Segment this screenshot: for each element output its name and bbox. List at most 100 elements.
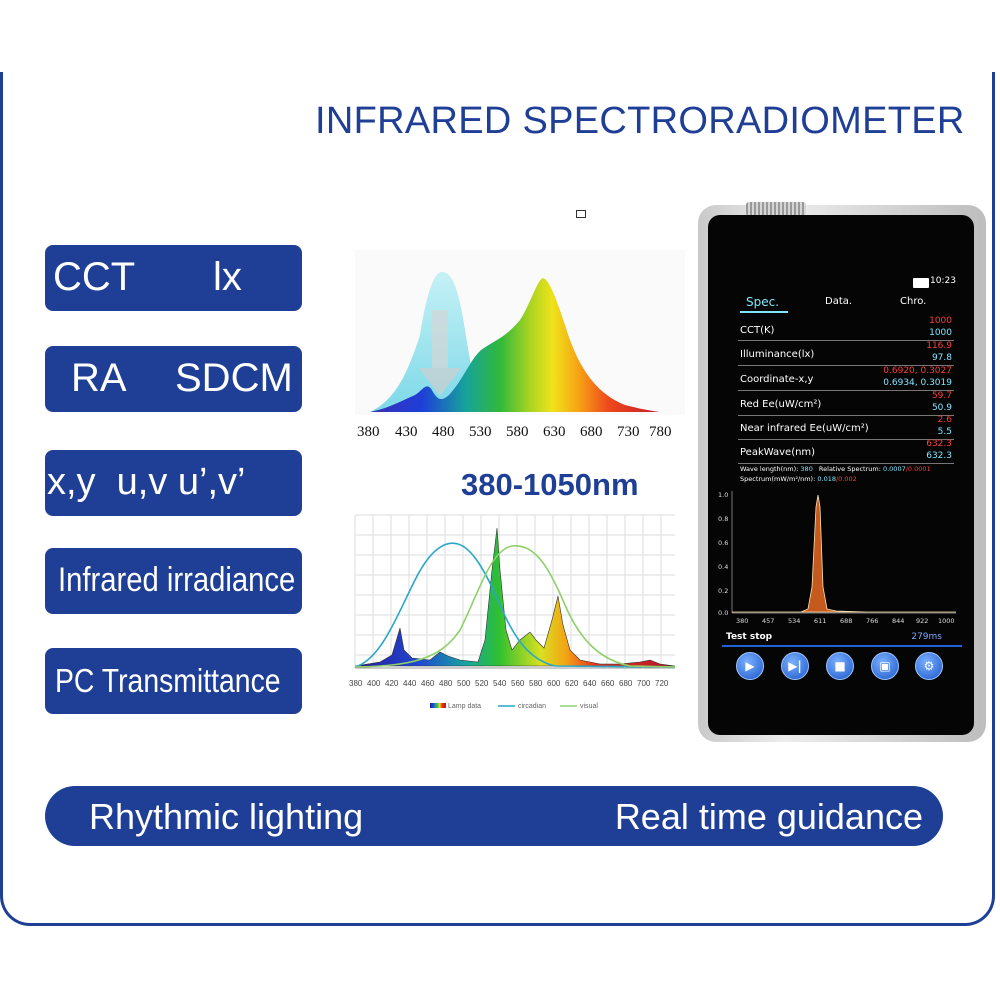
y-tick: 0.0 <box>718 609 728 617</box>
bottom-left-label: Rhythmic lighting <box>89 796 364 837</box>
spectrum-tick: 630 <box>543 424 566 440</box>
row-label: PeakWave(nm) <box>740 447 816 458</box>
x-tick: 520 <box>475 679 489 688</box>
row-value-current: 2.6 <box>937 415 952 425</box>
row-divider <box>738 415 954 416</box>
y-tick: 0.2 <box>718 587 728 595</box>
down-arrow-icon <box>419 310 461 396</box>
legend-circadian: circadian <box>518 703 546 710</box>
x-tick: 534 <box>788 617 800 625</box>
row-value-current: 0.6920, 0.3027 <box>883 366 952 376</box>
save-button[interactable]: ▣ <box>871 652 899 680</box>
spectrum-tick: 430 <box>395 424 418 440</box>
legend-lamp: Lamp data <box>448 703 481 710</box>
row-divider <box>738 463 954 464</box>
x-tick: 844 <box>892 617 904 625</box>
spectrum-tick: 530 <box>469 424 492 440</box>
x-tick: 460 <box>421 679 435 688</box>
pill-infrared-label: Infrared irradiance <box>58 561 296 599</box>
settings-icon: ⚙ <box>923 659 935 673</box>
spectrum-tick: 380 <box>357 424 380 440</box>
wavelength-value: 380 <box>800 465 813 473</box>
x-tick: 766 <box>866 617 878 625</box>
step-button[interactable]: ▶| <box>781 652 809 680</box>
x-tick: 922 <box>916 617 928 625</box>
device-time: 10:23 <box>930 276 956 286</box>
y-tick: 1.0 <box>718 491 728 499</box>
spectrum-tick: 580 <box>506 424 529 440</box>
x-tick: 660 <box>601 679 615 688</box>
chart2-legend: Lamp data circadian visual <box>430 703 598 710</box>
tab-data[interactable]: Data. <box>825 296 853 307</box>
row-value-current: 116.9 <box>926 341 952 351</box>
pill-ra-sdcm: RA SDCM <box>45 346 302 412</box>
battery-icon <box>913 278 929 288</box>
x-tick: 480 <box>439 679 453 688</box>
stop-icon: ■ <box>834 659 846 673</box>
pill-cct-label: CCT <box>53 255 136 299</box>
spectrum-tick: 680 <box>580 424 603 440</box>
info-line-2: Spectrum(mW/m²/nm): 0.018/0.002 <box>740 475 857 483</box>
row-value-current: 632.3 <box>926 439 952 449</box>
spectrum-illustration: 380 430 480 530 580 630 680 730 780 <box>355 250 685 440</box>
x-tick: 440 <box>403 679 417 688</box>
device-screen: 10:23 Spec. Data. Chro. CCT(K) 1000 1000… <box>708 215 974 735</box>
x-tick: 400 <box>367 679 381 688</box>
row-value-reference: 97.8 <box>931 353 952 363</box>
circadian-curve <box>354 542 676 668</box>
spectrum-tick: 780 <box>649 424 672 440</box>
row-value-reference: 50.9 <box>931 403 952 413</box>
pill-coordinates: x,y u,v u’,v’ <box>45 450 302 516</box>
small-mark <box>576 210 586 218</box>
row-label: Near infrared Ee(uW/cm²) <box>740 423 869 434</box>
x-tick: 720 <box>655 679 669 688</box>
save-icon: ▣ <box>879 659 891 673</box>
row-value-reference: 632.3 <box>926 451 952 461</box>
pill-cct-lx: CCT lx <box>45 245 302 311</box>
wavelength-label: Wave length(nm): <box>740 465 799 473</box>
play-icon: ▶ <box>745 659 755 673</box>
tab-chro[interactable]: Chro. <box>900 296 927 307</box>
test-status: Test stop <box>726 632 773 642</box>
page-title: INFRARED SPECTRORADIOMETER <box>315 100 965 142</box>
x-tick: 600 <box>547 679 561 688</box>
visual-curve <box>354 545 676 668</box>
row-label: Coordinate-x,y <box>740 374 814 385</box>
x-tick: 560 <box>511 679 525 688</box>
tab-spec-underline <box>740 311 788 313</box>
bottom-banner: Rhythmic lighting Real time guidance <box>45 786 943 846</box>
x-tick: 640 <box>583 679 597 688</box>
row-divider <box>738 439 954 440</box>
x-tick: 380 <box>349 679 363 688</box>
device-spectrum-plot: 1.0 0.8 0.6 0.4 0.2 0.0 380 457 534 611 … <box>718 491 956 625</box>
spectrum-label: Spectrum(mW/m²/nm): <box>740 475 816 483</box>
stop-button[interactable]: ■ <box>826 652 854 680</box>
wavelength-range: 380-1050nm <box>461 467 639 502</box>
play-button[interactable]: ▶ <box>736 652 764 680</box>
relative-spectrum-value: 0.0007 <box>882 465 906 473</box>
row-divider <box>738 390 954 391</box>
row-value-reference: 0.6934, 0.3019 <box>883 378 952 388</box>
bottom-right-label: Real time guidance <box>614 796 923 837</box>
row-label: Red Ee(uW/cm²) <box>740 399 822 410</box>
y-tick: 0.4 <box>718 563 728 571</box>
pill-lx-label: lx <box>213 255 242 299</box>
pill-infrared-irradiance: Infrared irradiance <box>45 548 302 614</box>
pill-ra-label: RA <box>71 356 127 400</box>
test-duration: 279ms <box>911 632 942 642</box>
spectrum-axis-ticks: 380 430 480 530 580 630 680 730 780 <box>357 424 672 440</box>
pill-pc-label: PC Transmittance <box>55 662 281 699</box>
tab-spec[interactable]: Spec. <box>746 295 780 309</box>
status-bar: Test stop 279ms <box>722 632 962 647</box>
spectrum-tick: 730 <box>617 424 640 440</box>
x-tick: 580 <box>529 679 543 688</box>
x-tick: 680 <box>619 679 633 688</box>
spectrum-tick: 480 <box>432 424 455 440</box>
row-divider <box>738 365 954 366</box>
settings-button[interactable]: ⚙ <box>915 652 943 680</box>
spectrum-ref: /0.002 <box>835 475 857 483</box>
circadian-visual-chart: 380 400 420 440 460 480 500 520 540 560 … <box>349 514 676 710</box>
row-divider <box>738 340 954 341</box>
device-knob <box>746 202 806 216</box>
device-spectrum-peak <box>732 494 956 613</box>
